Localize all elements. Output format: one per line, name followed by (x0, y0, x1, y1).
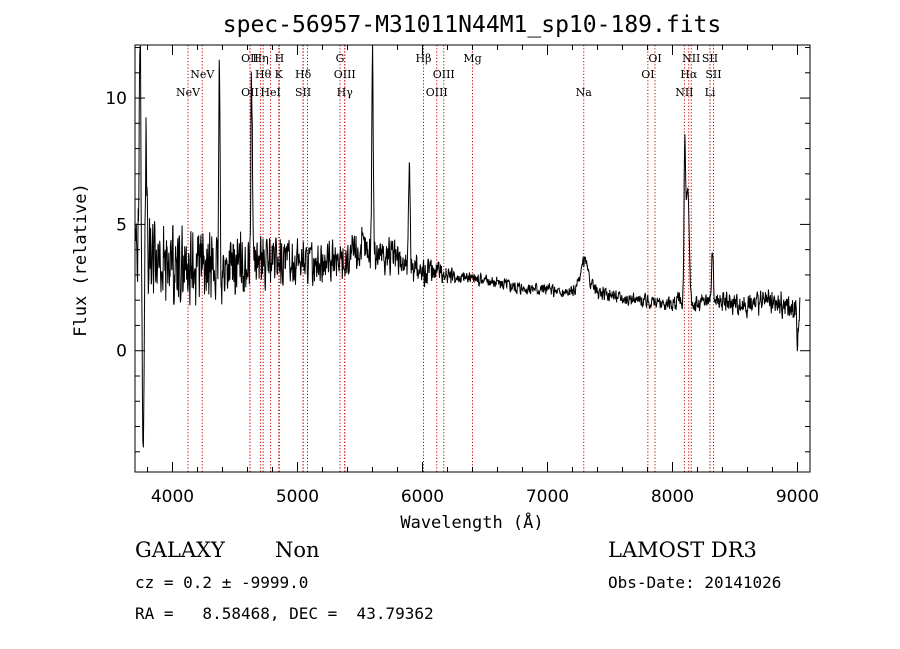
marker-label-26: SII (705, 68, 721, 81)
survey-name: LAMOST DR3 (608, 538, 757, 562)
y-axis-label: Flux (relative) (71, 183, 91, 337)
marker-label-23: Hα (680, 68, 698, 81)
marker-label-5: Hθ (255, 68, 272, 81)
line-markers (187, 45, 714, 472)
y-tick-label-1: 5 (116, 215, 127, 235)
marker-label-15: Hβ (416, 52, 432, 65)
marker-label-24: NII (682, 52, 700, 65)
x-tick-label-4: 8000 (651, 487, 694, 507)
axes: 4000 5000 6000 7000 8000 9000 0 5 10 (105, 44, 819, 507)
marker-label-17: OIII (433, 68, 455, 81)
marker-label-8: K (275, 68, 284, 81)
marker-label-25: SII (702, 52, 718, 65)
marker-label-0: NeV (176, 86, 201, 99)
chart-title: spec-56957-M31011N44M1_sp10-189.fits (223, 12, 722, 38)
x-tick-label-0: 4000 (151, 487, 194, 507)
x-tick-label-5: 9000 (776, 487, 819, 507)
spectrum-line (135, 45, 801, 448)
object-subclass: Non (275, 538, 320, 562)
marker-label-10: SII (295, 86, 311, 99)
marker-label-18: Mg (463, 52, 481, 65)
marker-label-21: OI (648, 52, 661, 65)
marker-label-19: Na (576, 86, 593, 99)
x-tick-label-1: 5000 (276, 487, 319, 507)
marker-label-14: Hγ (337, 86, 354, 99)
marker-label-27: Li (705, 86, 716, 99)
redshift-line: cz = 0.2 ± -9999.0 (135, 573, 309, 592)
marker-label-22: NII (675, 86, 693, 99)
marker-label-12: G (336, 52, 345, 65)
x-tick-label-3: 7000 (526, 487, 569, 507)
spectrum-series (135, 45, 801, 448)
marker-label-6: HeI (260, 86, 280, 99)
marker-label-1: NeV (190, 68, 215, 81)
marker-label-3: OII (241, 86, 259, 99)
observation-date: Obs-Date: 20141026 (608, 573, 782, 592)
marker-label-20: OI (641, 68, 654, 81)
marker-label-13: OIII (334, 68, 356, 81)
marker-label-7: H (275, 52, 285, 65)
y-tick-label-2: 10 (105, 89, 127, 109)
y-tick-label-0: 0 (116, 342, 127, 362)
object-class: GALAXY (135, 538, 225, 562)
marker-label-16: OIII (426, 86, 448, 99)
marker-label-9: Hδ (295, 68, 312, 81)
marker-label-2: OII (241, 52, 259, 65)
coordinates-line: RA = 8.58468, DEC = 43.79362 (135, 604, 434, 623)
x-tick-label-2: 6000 (401, 487, 444, 507)
marker-label-4: Hη (253, 52, 269, 65)
x-axis-label: Wavelength (Å) (400, 511, 543, 533)
